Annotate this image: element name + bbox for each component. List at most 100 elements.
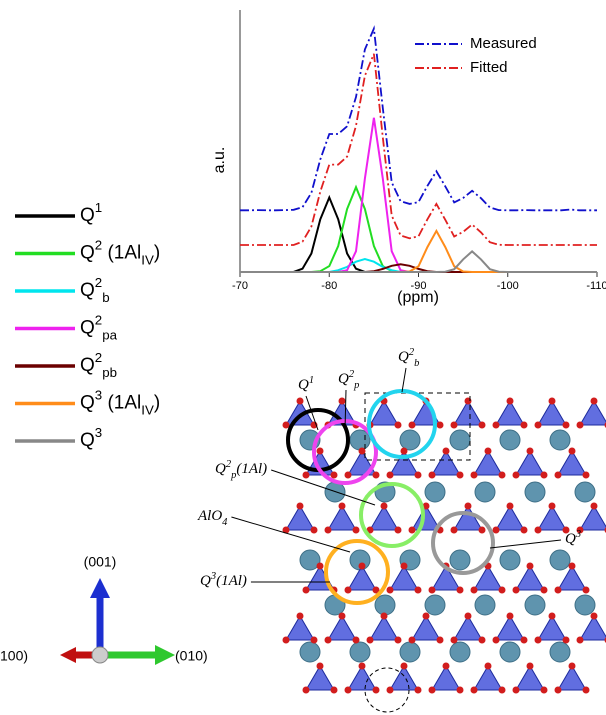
o-atom [316, 447, 324, 455]
o-atom [408, 636, 416, 644]
o-atom [302, 586, 310, 594]
o-atom [470, 471, 478, 479]
si-tetrahedron [369, 400, 399, 426]
o-atom [442, 447, 450, 455]
o-atom [484, 447, 492, 455]
o-atom [498, 586, 506, 594]
ca-atom [524, 481, 546, 503]
legend-label: Q2 (1AlIV) [80, 238, 160, 268]
o-atom [554, 686, 562, 694]
pointer [344, 389, 347, 431]
o-atom [428, 471, 436, 479]
o-atom [582, 686, 590, 694]
site-ring [431, 511, 495, 575]
o-atom [352, 526, 360, 534]
o-atom [470, 586, 478, 594]
o-atom [478, 421, 486, 429]
site-ring [359, 482, 425, 548]
si-tetrahedron [369, 615, 399, 641]
o-atom [464, 502, 472, 510]
o-atom [338, 397, 346, 405]
o-atom [568, 562, 576, 570]
o-atom [492, 526, 500, 534]
ca-atom [449, 549, 471, 571]
spectrum-plot: a.u. (ppm) -70 -80 -90 -100 -110 Measured Fitt… [211, 10, 606, 306]
x-tick-label: -100 [497, 280, 519, 292]
ca-atom [499, 429, 521, 451]
crystal-structure: Q1 Q2p Q2b Q2p(1Al) AlO4 Q3 Q3(1Al) (001) (010) 1… [0, 347, 606, 713]
o-atom [282, 421, 290, 429]
o-atom [400, 562, 408, 570]
o-atom [562, 636, 570, 644]
o-atom [442, 662, 450, 670]
o-atom [324, 636, 332, 644]
o-atom [590, 502, 598, 510]
o-atom [498, 471, 506, 479]
arrowhead [155, 645, 175, 665]
site-label: Q2b [398, 347, 419, 369]
o-atom [576, 636, 584, 644]
ca-atom [499, 641, 521, 663]
o-atom [428, 686, 436, 694]
o-atom [548, 502, 556, 510]
si-tetrahedron [537, 400, 567, 426]
o-atom [422, 502, 430, 510]
si-tetrahedron [389, 450, 419, 476]
o-atom [470, 686, 478, 694]
o-atom [422, 612, 430, 620]
o-atom [450, 636, 458, 644]
o-atom [512, 586, 520, 594]
o-atom [358, 662, 366, 670]
o-atom [534, 636, 542, 644]
pointer [401, 367, 407, 393]
si-tetrahedron [473, 565, 503, 591]
o-atom [436, 636, 444, 644]
si-tetrahedron [305, 665, 335, 691]
o-atom [386, 586, 394, 594]
o-atom [450, 526, 458, 534]
o-atom [568, 447, 576, 455]
o-atom [338, 612, 346, 620]
si-tetrahedron [369, 505, 399, 531]
series-line [240, 228, 597, 273]
si-tetrahedron [579, 505, 606, 531]
si-tetrahedron [285, 615, 315, 641]
legend-label: Measured [470, 35, 537, 52]
si-tetrahedron [557, 665, 587, 691]
site-label: Q1 [298, 375, 314, 394]
o-atom [484, 662, 492, 670]
o-atom [576, 421, 584, 429]
ca-atom [399, 641, 421, 663]
si-tetrahedron [327, 615, 357, 641]
o-atom [330, 471, 338, 479]
o-atom [386, 471, 394, 479]
site-label: Q3 [565, 529, 581, 548]
ca-atom [449, 429, 471, 451]
o-atom [590, 397, 598, 405]
si-tetrahedron [347, 565, 377, 591]
o-atom [428, 586, 436, 594]
o-atom [296, 502, 304, 510]
pointer [305, 395, 319, 431]
o-atom [414, 471, 422, 479]
si-tetrahedron [347, 665, 377, 691]
site-label: Q2p(1Al) [215, 459, 267, 481]
si-tetrahedron [579, 400, 606, 426]
o-atom [554, 471, 562, 479]
o-atom [568, 662, 576, 670]
axis-direction-label: 100) [0, 648, 28, 664]
si-tetrahedron [579, 615, 606, 641]
o-atom [534, 526, 542, 534]
o-atom [492, 421, 500, 429]
arrowhead [60, 647, 76, 663]
o-atom [296, 397, 304, 405]
o-atom [548, 397, 556, 405]
o-atom [478, 526, 486, 534]
series-line [240, 250, 597, 273]
o-atom [492, 636, 500, 644]
o-atom [338, 502, 346, 510]
o-atom [562, 421, 570, 429]
series-line [240, 117, 597, 273]
o-atom [464, 612, 472, 620]
